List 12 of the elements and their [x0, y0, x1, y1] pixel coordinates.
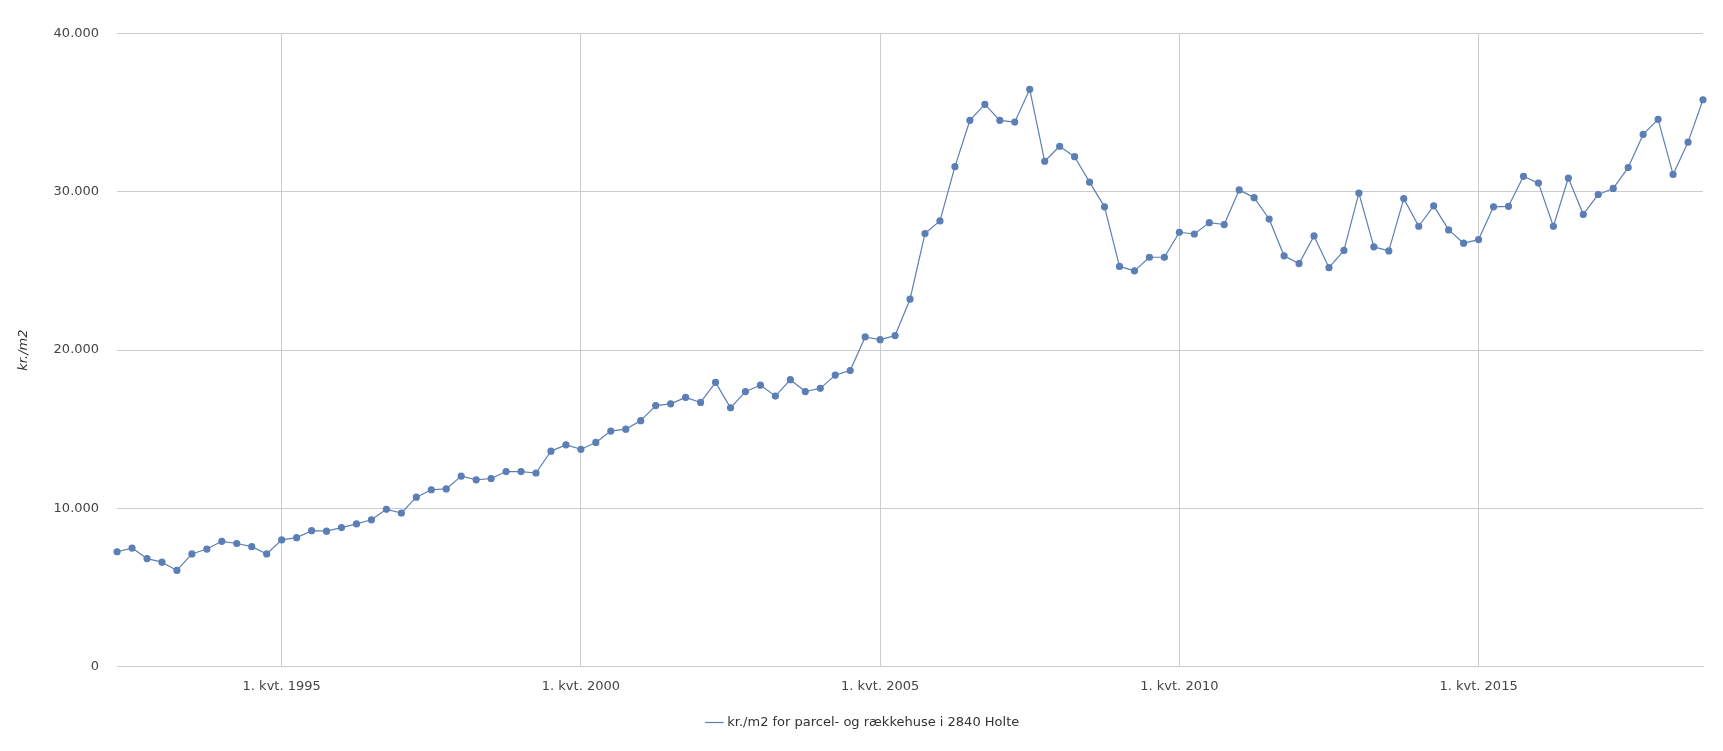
x-tick-label: 1. kvt. 2015: [1439, 677, 1518, 693]
legend-label: kr./m2 for parcel- og rækkehuse i 2840 Holte: [727, 713, 1020, 729]
x-tick-label: 1. kvt. 2000: [541, 677, 620, 693]
y-tick-label: 0: [90, 657, 100, 673]
x-tick-label: 1. kvt. 2010: [1140, 677, 1219, 693]
x-tick-label: 1. kvt. 2005: [841, 677, 920, 693]
y-tick-label: 40.000: [53, 25, 100, 41]
y-axis-title: kr./m2: [15, 329, 31, 371]
x-tick-label: 1. kvt. 1995: [242, 677, 321, 693]
y-tick-label: 20.000: [53, 341, 100, 357]
y-tick-label: 10.000: [53, 499, 100, 515]
y-tick-label: 30.000: [53, 183, 100, 199]
